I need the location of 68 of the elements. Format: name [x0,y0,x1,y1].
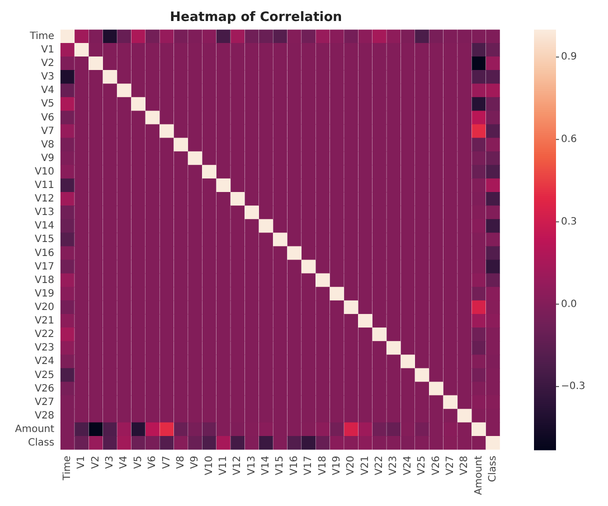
color-bar-label: 0.9 [561,52,577,63]
color-bar-label: 0.0 [561,298,577,310]
y-tick-label: V14 [34,220,54,232]
y-tick-label: Class [28,438,54,449]
y-tick-label: V12 [34,194,54,205]
x-tick-label: V7 [161,456,172,469]
y-tick-label: V15 [34,234,54,246]
x-tick-label: V19 [331,456,342,476]
y-tick-label: V6 [41,112,54,124]
y-tick-label: Time [28,30,54,42]
y-tick-label: V26 [34,383,54,394]
y-tick-label: V11 [34,180,54,192]
x-tick-label: Amount [473,456,484,495]
x-tick-label: V12 [232,456,244,476]
y-tick-label: V28 [34,410,54,422]
x-tick-label: V2 [90,456,102,469]
x-tick-label: V3 [104,456,116,469]
y-tick-label: Amount [15,424,54,435]
x-tick-label: V25 [416,456,428,476]
x-tick-label: V21 [360,456,371,476]
y-tick-label: V9 [41,152,54,164]
y-tick-label: V22 [34,329,54,340]
y-tick-label: V16 [34,248,54,259]
y-tick-label: V3 [41,72,54,83]
x-tick-label: V18 [317,456,328,476]
y-tick-label: V25 [34,370,54,381]
x-tick-label: V10 [204,456,215,476]
y-tick-label: V8 [41,139,54,150]
x-tick-label: V26 [430,456,442,476]
x-tick-label: V27 [444,456,456,476]
y-tick-label: V24 [34,356,54,368]
y-tick-label: V1 [41,44,54,56]
y-tick-label: V21 [34,316,54,327]
color-bar-label: 0.6 [561,134,577,146]
y-tick-label: V13 [34,207,54,218]
x-tick-label: V6 [147,456,158,469]
y-tick-label: V7 [41,126,54,137]
y-tick-label: V2 [41,58,54,70]
chart-title: Heatmap of Correlation [170,10,342,26]
x-tick-label: V24 [402,456,414,476]
x-tick-label: V17 [303,456,314,476]
x-tick-label: V11 [218,456,230,476]
y-tick-label: V17 [34,261,54,272]
x-tick-label: V5 [132,456,144,469]
y-tick-label: V27 [34,396,54,408]
x-tick-label: V14 [260,456,272,476]
x-tick-label: Class [488,456,498,482]
y-tick-label: V18 [34,274,54,286]
x-tick-label: V13 [246,456,258,476]
x-tick-label: V1 [76,456,88,469]
y-tick-label: V19 [34,288,54,300]
x-tick-label: V20 [346,456,357,476]
y-tick-label: V5 [41,98,54,110]
x-tick-label: V28 [459,456,470,476]
y-tick-label: V4 [41,85,54,96]
x-tick-label: V22 [374,456,386,476]
y-tick-label: V20 [34,302,54,314]
x-tick-label: V8 [175,456,186,469]
x-tick-label: V23 [388,456,400,476]
color-bar-label: −0.3 [561,381,586,392]
x-tick-label: V9 [190,456,201,469]
x-tick-label: V4 [118,456,130,469]
x-tick-label: V15 [274,456,286,476]
x-tick-label: Time [62,456,73,482]
y-tick-label: V23 [34,342,54,354]
color-bar-label: 0.3 [561,216,577,228]
y-tick-label: V10 [34,166,54,178]
x-tick-label: V16 [288,456,300,476]
